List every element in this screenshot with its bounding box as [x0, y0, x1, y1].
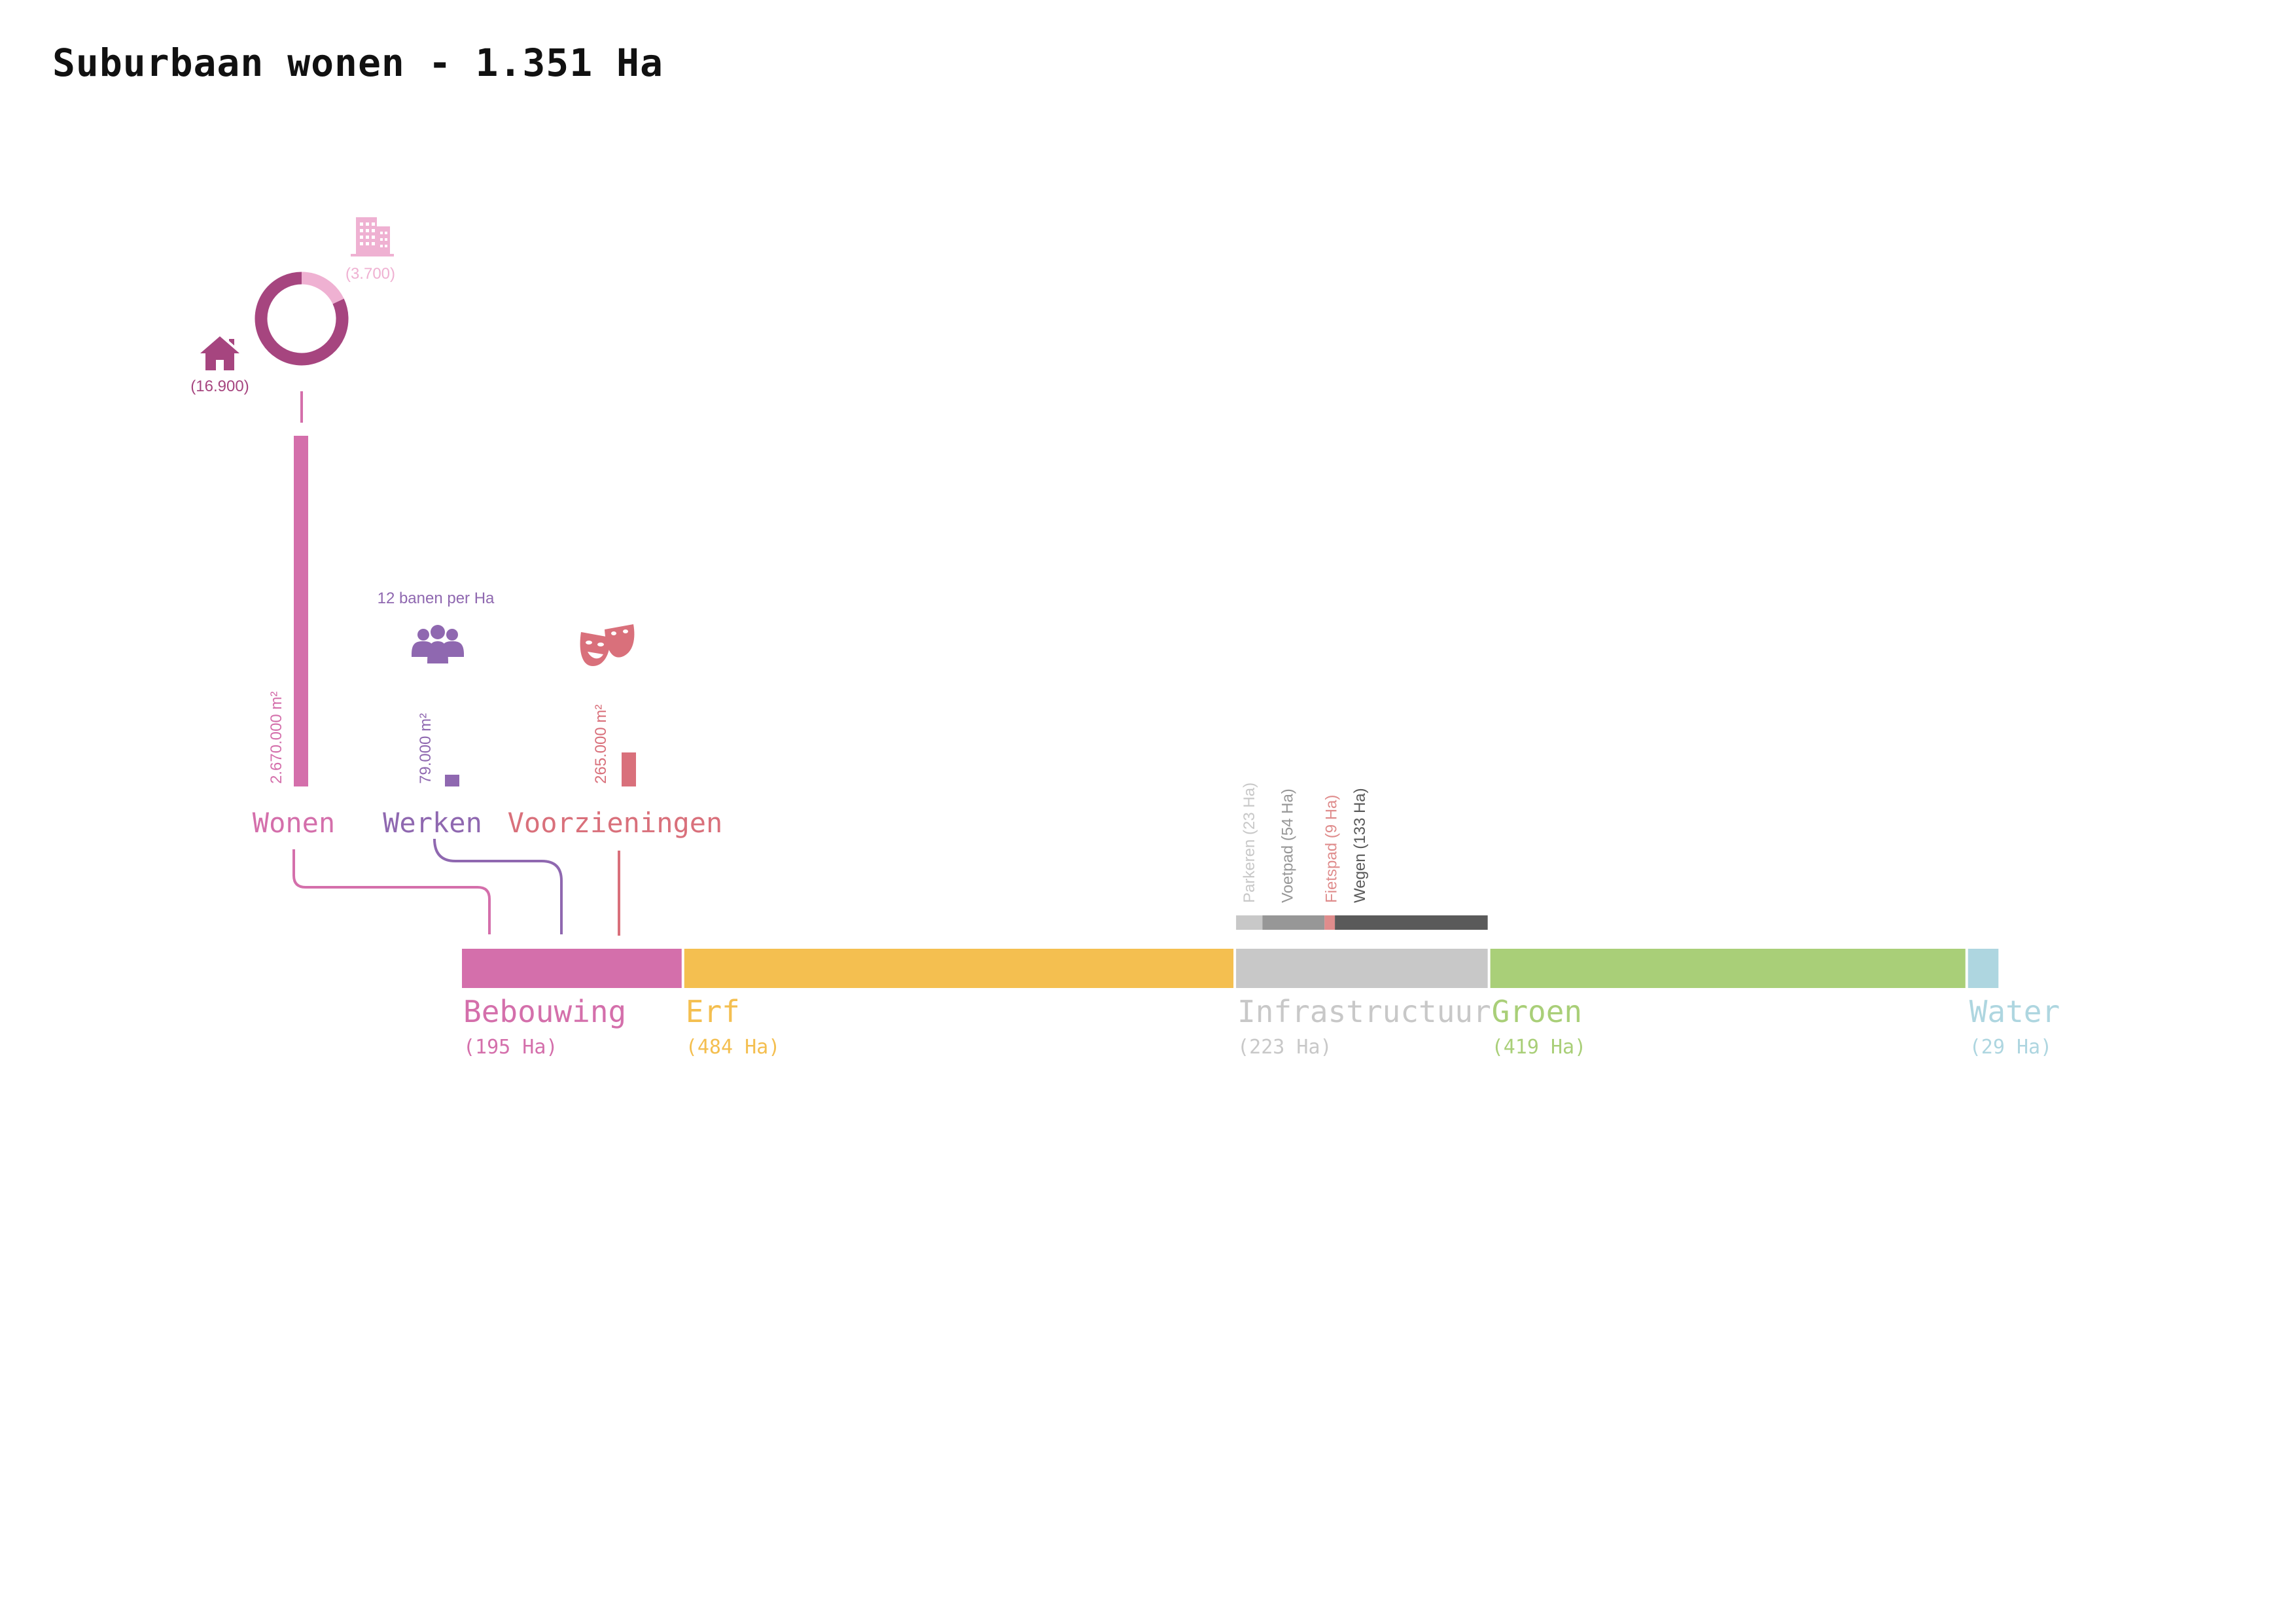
land-use-bar-erf — [684, 949, 1234, 988]
dwellings-donut — [255, 272, 349, 366]
land-use-names: Bebouwing Erf Infrastructuur Groen Water — [463, 994, 2060, 1029]
land-use-value-groen: (419 Ha) — [1492, 1036, 1587, 1059]
infra-bar-voetpad — [1262, 915, 1325, 930]
land-use-name-erf: Erf — [686, 994, 740, 1029]
floor-bar-werken — [445, 775, 459, 786]
infra-bar-fietspad — [1324, 915, 1335, 930]
floor-value-voorzieningen: 265.000 m² — [592, 705, 610, 784]
infra-bar-wegen — [1335, 915, 1488, 930]
infra-label-voetpad: Voetpad (54 Ha) — [1279, 788, 1296, 903]
land-use-bars — [462, 949, 1999, 988]
land-use-bar-groen — [1490, 949, 1966, 988]
floor-name-werken: Werken — [383, 807, 482, 839]
infrastructure-breakdown-labels: Parkeren (23 Ha) Voetpad (54 Ha) Fietspad … — [1241, 783, 1369, 903]
page-title: Suburbaan wonen - 1.351 Ha — [52, 41, 663, 85]
land-use-bar-infrastructuur — [1236, 949, 1488, 988]
land-use-value-bebouwing: (195 Ha) — [463, 1036, 558, 1059]
connector-wonen — [292, 849, 491, 934]
land-use-value-infrastructuur: (223 Ha) — [1237, 1036, 1332, 1059]
land-use-name-infrastructuur: Infrastructuur — [1237, 994, 1491, 1029]
people-group-icon — [412, 625, 464, 663]
infra-label-parkeren: Parkeren (23 Ha) — [1241, 783, 1258, 903]
donut-segment-apartments — [301, 272, 344, 304]
theater-masks-icon — [580, 624, 635, 666]
house-icon — [200, 336, 239, 370]
infra-label-fietspad: Fietspad (9 Ha) — [1322, 795, 1340, 903]
floor-area-name-labels: Wonen Werken Voorzieningen — [253, 807, 723, 839]
land-use-bar-bebouwing — [462, 949, 682, 988]
donut-segment-houses — [255, 272, 349, 366]
land-use-value-water: (29 Ha) — [1969, 1036, 2052, 1059]
floor-area-value-labels: 2.670.000 m² 79.000 m² 265.000 m² — [268, 692, 610, 784]
land-use-name-bebouwing: Bebouwing — [463, 994, 626, 1029]
land-use-bar-water — [1968, 949, 1999, 988]
floor-value-werken: 79.000 m² — [417, 713, 434, 784]
infrastructure-breakdown-bars — [1236, 915, 1488, 930]
floor-bar-voorzieningen — [622, 752, 636, 786]
connector-werken — [433, 838, 563, 934]
land-use-value-erf: (484 Ha) — [686, 1036, 781, 1059]
houses-count-label: (16.900) — [190, 378, 249, 395]
land-use-values: (195 Ha) (484 Ha) (223 Ha) (419 Ha) (29 Ha) — [463, 1036, 2052, 1059]
floor-name-wonen: Wonen — [253, 807, 335, 839]
land-use-name-water: Water — [1969, 994, 2060, 1029]
floor-area-bars — [294, 436, 636, 786]
apartment-building-icon — [351, 217, 394, 256]
floor-name-voorzieningen: Voorzieningen — [508, 807, 723, 839]
apartments-count-label: (3.700) — [345, 265, 395, 283]
floor-bar-wonen — [294, 436, 308, 786]
land-use-name-groen: Groen — [1492, 994, 1582, 1029]
jobs-per-ha-label: 12 banen per Ha — [378, 590, 495, 607]
infra-bar-parkeren — [1236, 915, 1263, 930]
infra-label-wegen: Wegen (133 Ha) — [1351, 788, 1369, 903]
floor-value-wonen: 2.670.000 m² — [268, 692, 285, 784]
